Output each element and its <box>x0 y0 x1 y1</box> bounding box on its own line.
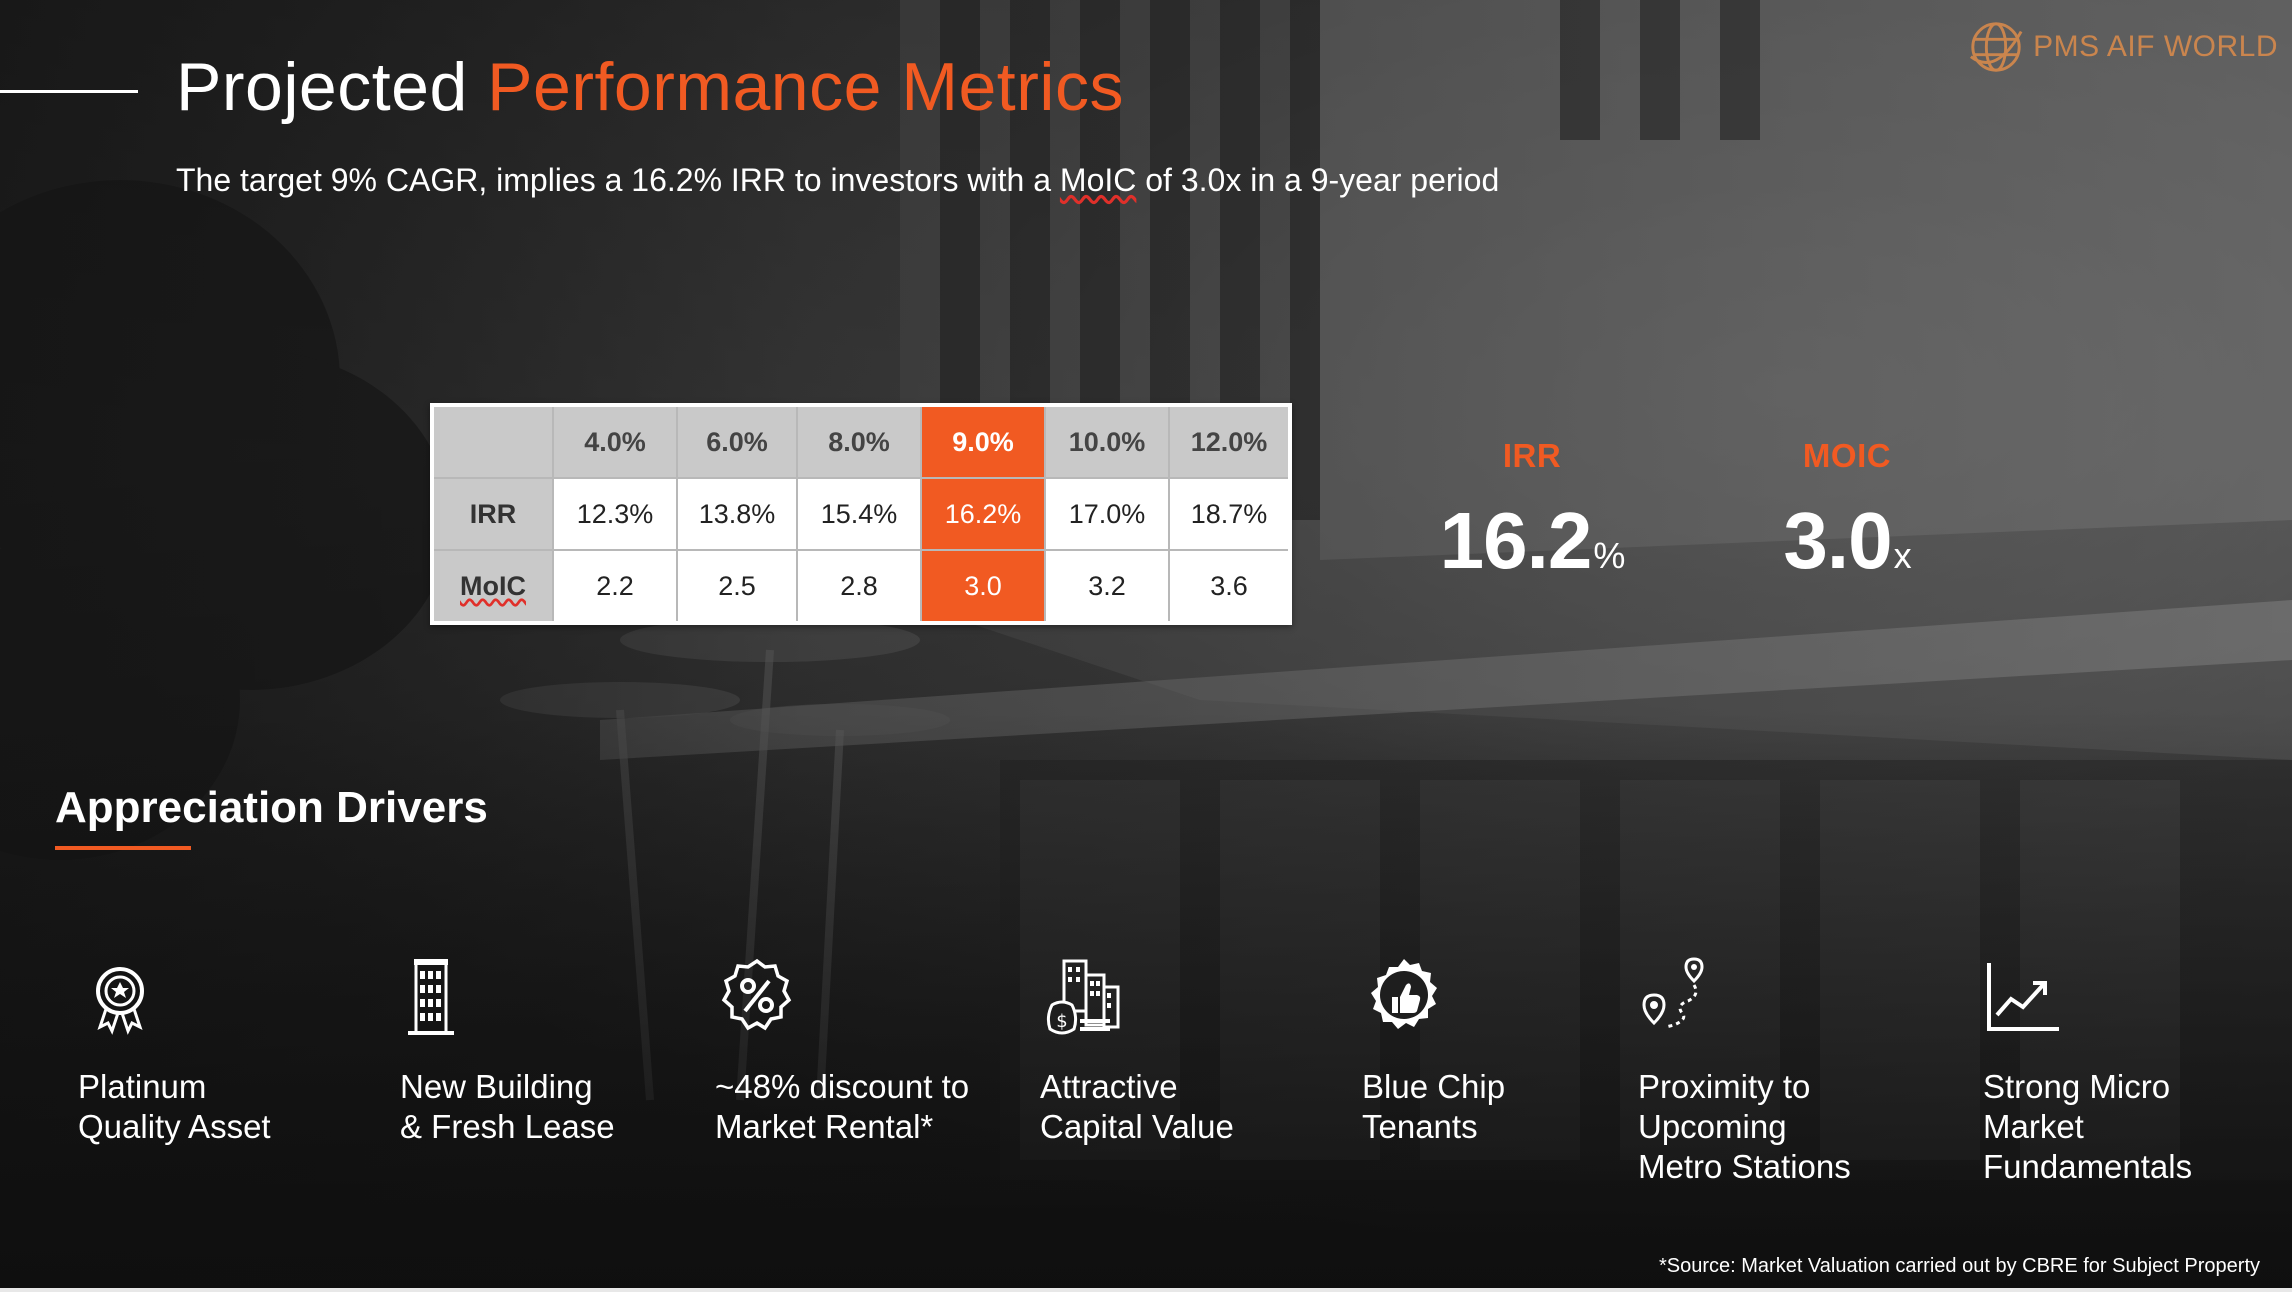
table-cell-highlighted: 16.2% <box>920 477 1046 551</box>
table-cell: 13.8% <box>676 477 798 551</box>
building-icon <box>400 955 484 1039</box>
thumbs-up-icon <box>1362 955 1446 1039</box>
table-header-row: 4.0% 6.0% 8.0% 9.0% 10.0% 12.0% <box>431 404 1291 479</box>
drivers-heading: Appreciation Drivers <box>55 783 488 832</box>
award-badge-icon <box>78 955 162 1039</box>
driver-discount: ~48% discount to Market Rental* <box>715 955 969 1147</box>
table-row-moic: MoIC 2.2 2.5 2.8 3.0 3.2 3.6 <box>431 549 1291 624</box>
title-main: Projected <box>176 49 488 125</box>
column-header: 4.0% <box>552 404 678 479</box>
column-header: 6.0% <box>676 404 798 479</box>
row-label-moic-text: MoIC <box>460 570 526 601</box>
driver-label: New Building & Fresh Lease <box>400 1068 615 1145</box>
irr-value: 16.2 <box>1439 496 1593 585</box>
irr-value-wrap: 16.2% <box>1402 495 1662 587</box>
table-cell: 3.2 <box>1044 549 1170 624</box>
table-cell: 3.6 <box>1168 549 1291 624</box>
driver-label: Strong Micro Market Fundamentals <box>1983 1068 2193 1185</box>
irr-metric: IRR 16.2% <box>1402 437 1662 587</box>
driver-metro-proximity: Proximity to Upcoming Metro Stations <box>1638 955 1851 1187</box>
title-rule <box>0 90 138 93</box>
table-corner-cell <box>431 404 554 479</box>
irr-unit: % <box>1593 535 1625 576</box>
driver-capital-value: $ Attractive Capital Value <box>1040 955 1234 1147</box>
logo-text: PMS AIF WORLD <box>2033 30 2278 63</box>
table-cell: 15.4% <box>796 477 922 551</box>
subtitle-post: of 3.0x in a 9-year period <box>1136 162 1500 198</box>
globe-icon <box>1967 18 2025 76</box>
driver-micro-market: Strong Micro Market Fundamentals <box>1983 955 2192 1187</box>
city-money-icon: $ <box>1040 955 1124 1039</box>
growth-chart-icon <box>1983 955 2067 1039</box>
drivers-heading-underline <box>55 846 191 850</box>
driver-blue-chip: Blue Chip Tenants <box>1362 955 1505 1147</box>
title-accent: Performance Metrics <box>487 49 1124 125</box>
page-subtitle: The target 9% CAGR, implies a 16.2% IRR … <box>176 162 1499 199</box>
subtitle-moic: MoIC <box>1059 162 1137 198</box>
sensitivity-table: 4.0% 6.0% 8.0% 9.0% 10.0% 12.0% IRR 12.3… <box>430 403 1292 625</box>
column-header: 10.0% <box>1044 404 1170 479</box>
driver-label: ~48% discount to Market Rental* <box>715 1068 970 1145</box>
table-cell: 12.3% <box>552 477 678 551</box>
column-header-highlighted: 9.0% <box>920 404 1046 479</box>
table-cell: 17.0% <box>1044 477 1170 551</box>
table-cell: 2.5 <box>676 549 798 624</box>
moic-metric: MOIC 3.0x <box>1717 437 1977 587</box>
svg-text:$: $ <box>1056 1011 1067 1032</box>
column-header: 12.0% <box>1168 404 1291 479</box>
table-row-irr: IRR 12.3% 13.8% 15.4% 16.2% 17.0% 18.7% <box>431 477 1291 551</box>
route-pins-icon <box>1638 955 1722 1039</box>
percent-badge-icon <box>715 955 799 1039</box>
table-cell-highlighted: 3.0 <box>920 549 1046 624</box>
irr-label: IRR <box>1502 437 1562 474</box>
moic-unit: x <box>1893 535 1912 576</box>
bottom-strip <box>0 1288 2292 1292</box>
moic-value: 3.0 <box>1783 496 1892 585</box>
moic-value-wrap: 3.0x <box>1717 495 1977 587</box>
table-cell: 2.2 <box>552 549 678 624</box>
driver-new-building: New Building & Fresh Lease <box>400 955 615 1147</box>
table-cell: 18.7% <box>1168 477 1291 551</box>
row-label-moic: MoIC <box>431 549 554 624</box>
driver-label: Proximity to Upcoming Metro Stations <box>1638 1068 1851 1185</box>
driver-label: Blue Chip Tenants <box>1362 1068 1506 1145</box>
source-footnote: *Source: Market Valuation carried out by… <box>1658 1255 2260 1277</box>
column-header: 8.0% <box>796 404 922 479</box>
subtitle-pre: The target 9% CAGR, implies a 16.2% IRR … <box>176 162 1060 198</box>
driver-label: Platinum Quality Asset <box>78 1068 271 1145</box>
row-label-irr: IRR <box>431 477 554 551</box>
moic-label: MOIC <box>1802 437 1892 474</box>
page-title: Projected Performance Metrics <box>176 48 1124 126</box>
table-cell: 2.8 <box>796 549 922 624</box>
brand-logo: PMS AIF WORLD <box>1967 18 2278 76</box>
driver-platinum-quality: Platinum Quality Asset <box>78 955 271 1147</box>
driver-label: Attractive Capital Value <box>1040 1068 1234 1145</box>
